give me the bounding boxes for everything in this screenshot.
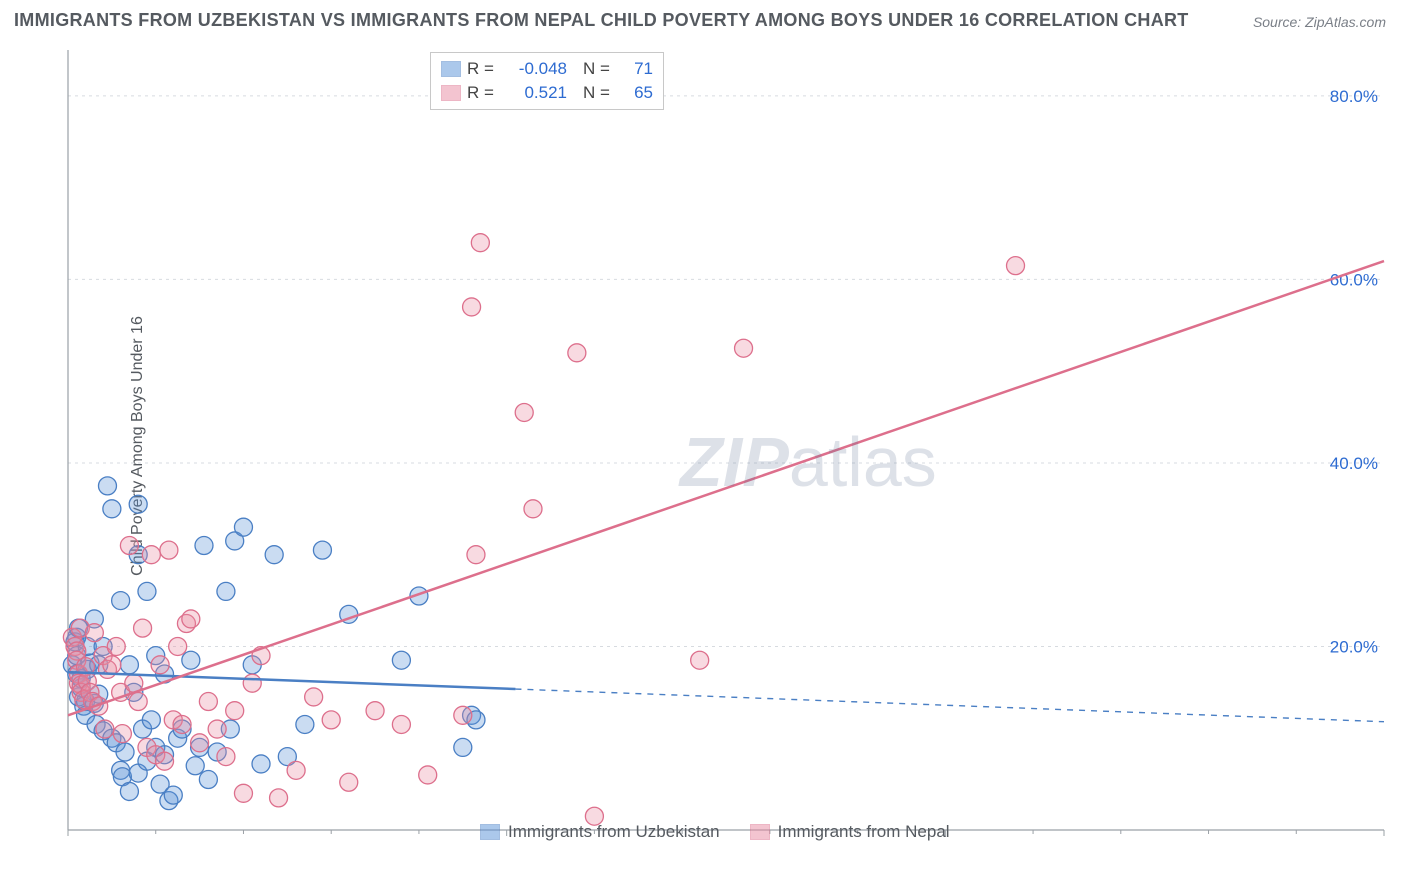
n-label: N = [583,59,617,79]
legend-item: Immigrants from Uzbekistan [480,822,720,842]
legend-swatch [750,824,770,840]
legend-swatch [480,824,500,840]
n-value: 65 [623,83,653,103]
chart-area: 20.0%40.0%60.0%80.0%0.0%15.0% ZIPatlas R… [50,42,1390,842]
n-value: 71 [623,59,653,79]
svg-text:15.0%: 15.0% [1336,839,1384,842]
source-attribution: Source: ZipAtlas.com [1253,14,1386,30]
svg-text:40.0%: 40.0% [1330,454,1378,473]
stats-legend: R = -0.048 N = 71 R = 0.521 N = 65 [430,52,664,110]
svg-text:0.0%: 0.0% [70,839,109,842]
stats-legend-row: R = -0.048 N = 71 [441,57,653,81]
scatter-chart: 20.0% 40.0% 60.0% 80.0% 0.0% 15.0% [50,42,1390,842]
r-label: R = [467,83,501,103]
legend-swatch [441,85,461,101]
legend-label: Immigrants from Uzbekistan [508,822,720,842]
svg-text:80.0%: 80.0% [1330,87,1378,106]
n-label: N = [583,83,617,103]
svg-text:20.0%: 20.0% [1330,637,1378,656]
svg-text:60.0%: 60.0% [1330,270,1378,289]
r-label: R = [467,59,501,79]
legend-swatch [441,61,461,77]
series-legend: Immigrants from Uzbekistan Immigrants fro… [480,822,950,842]
chart-title: IMMIGRANTS FROM UZBEKISTAN VS IMMIGRANTS… [14,10,1189,31]
r-value: 0.521 [507,83,567,103]
r-value: -0.048 [507,59,567,79]
legend-label: Immigrants from Nepal [778,822,950,842]
legend-item: Immigrants from Nepal [750,822,950,842]
stats-legend-row: R = 0.521 N = 65 [441,81,653,105]
